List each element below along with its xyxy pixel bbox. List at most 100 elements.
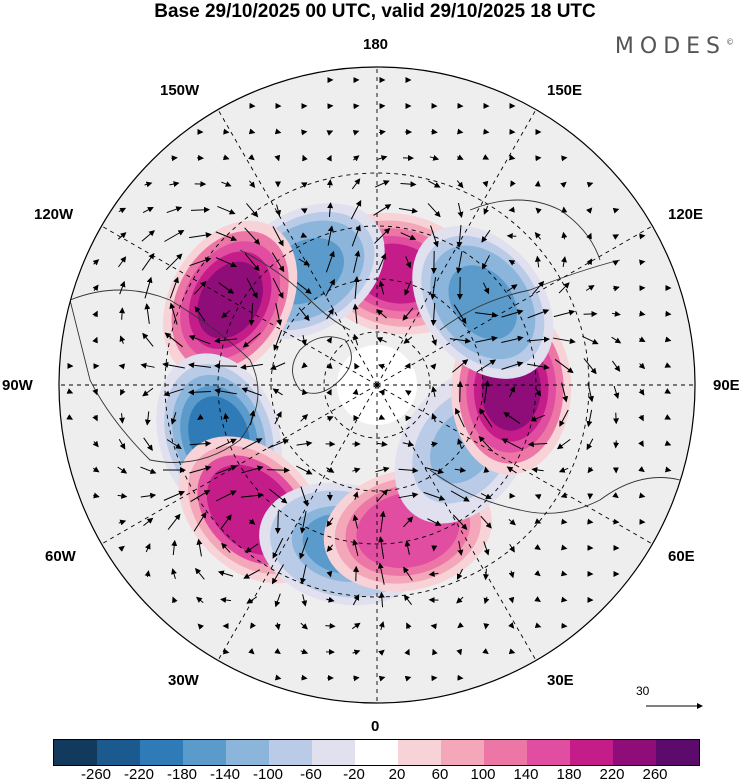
wind-vector bbox=[480, 492, 492, 500]
wind-vector bbox=[534, 387, 542, 397]
wind-vector bbox=[217, 570, 234, 577]
wind-vector bbox=[351, 178, 361, 190]
wind-vector bbox=[561, 518, 568, 525]
wind-vector bbox=[457, 622, 464, 629]
lon-label-30w: 30W bbox=[168, 672, 199, 689]
wind-vector bbox=[354, 362, 360, 370]
wind-vector bbox=[430, 277, 437, 300]
wind-vector bbox=[188, 362, 211, 369]
wind-vector bbox=[245, 543, 259, 553]
wind-vector bbox=[301, 388, 308, 396]
wind-vector bbox=[480, 515, 492, 529]
wind-vector bbox=[117, 466, 128, 474]
wind-vector bbox=[455, 407, 465, 428]
meridian-line bbox=[101, 225, 378, 386]
coastlines bbox=[69, 199, 681, 514]
colorbar-tick-label: -220 bbox=[123, 766, 155, 783]
wind-vector bbox=[197, 623, 204, 630]
wind-vector bbox=[430, 225, 439, 248]
wind-vector bbox=[92, 388, 98, 396]
wind-vector bbox=[587, 382, 594, 403]
wind-vector bbox=[171, 539, 178, 556]
wind-vector bbox=[223, 128, 230, 135]
colorbar-swatch bbox=[441, 740, 484, 765]
wind-vector bbox=[274, 510, 281, 534]
wind-vector bbox=[558, 282, 570, 294]
wind-vector bbox=[301, 674, 308, 681]
colorbar-tick-label: 60 bbox=[431, 766, 449, 783]
wind-vector bbox=[503, 411, 521, 424]
wind-vector bbox=[214, 337, 237, 344]
meridian-line bbox=[376, 225, 653, 386]
lon-label-120w: 120W bbox=[34, 206, 74, 223]
wind-vector bbox=[169, 181, 180, 188]
wind-vector bbox=[561, 256, 567, 267]
colorbar-tick-label: 140 bbox=[513, 766, 539, 783]
wind-vector bbox=[274, 593, 281, 608]
wind-vector bbox=[560, 181, 567, 188]
wind-vector bbox=[378, 536, 385, 559]
wind-vector bbox=[301, 594, 308, 607]
wind-vector bbox=[531, 466, 544, 473]
wind-vector bbox=[140, 466, 157, 474]
lon-label-180: 180 bbox=[363, 36, 389, 53]
wind-vector bbox=[189, 232, 212, 239]
lon-label-60w: 60W bbox=[45, 548, 76, 565]
wind-vector bbox=[249, 410, 256, 426]
wind-vector bbox=[664, 440, 672, 446]
wind-vector bbox=[478, 435, 494, 452]
wind-vector bbox=[454, 467, 467, 473]
lon-label-150w: 150W bbox=[160, 82, 200, 99]
wind-vector bbox=[275, 204, 282, 217]
wind-vector bbox=[352, 129, 360, 136]
modes-logo: MODES© bbox=[615, 34, 734, 59]
wind-vector bbox=[190, 489, 211, 502]
wind-vector bbox=[378, 621, 385, 631]
wind-vector bbox=[455, 251, 463, 274]
wind-vector bbox=[117, 492, 128, 499]
wind-vector bbox=[66, 414, 74, 420]
wind-vector bbox=[403, 594, 413, 606]
wind-vector bbox=[664, 388, 672, 394]
wind-vector bbox=[534, 231, 541, 240]
wind-vector bbox=[144, 276, 153, 299]
wind-vector bbox=[299, 511, 307, 534]
wind-vector bbox=[118, 438, 126, 450]
wind-vector bbox=[170, 412, 177, 425]
colorbar-swatch bbox=[656, 740, 699, 765]
colorbar-tick-label: -180 bbox=[166, 766, 198, 783]
wind-vector bbox=[639, 233, 646, 240]
colorbar-swatch bbox=[398, 740, 441, 765]
wind-vector bbox=[534, 255, 541, 268]
wind-vector bbox=[530, 414, 545, 422]
wind-vector bbox=[534, 570, 541, 577]
wind-vector bbox=[215, 231, 238, 242]
wind-vector bbox=[274, 648, 281, 654]
wind-vectors bbox=[66, 77, 672, 682]
wind-vector bbox=[300, 648, 309, 655]
wind-vector bbox=[119, 307, 126, 320]
wind-vector bbox=[300, 232, 308, 238]
wind-vector bbox=[501, 309, 524, 318]
wind-vector bbox=[378, 675, 386, 682]
wind-vector bbox=[169, 302, 178, 325]
wind-vector bbox=[300, 486, 309, 507]
colorbar-swatch bbox=[355, 740, 398, 765]
wind-vector bbox=[271, 252, 285, 273]
wind-vector bbox=[553, 337, 576, 345]
wind-vector bbox=[534, 622, 542, 629]
colorbar-swatch bbox=[527, 740, 570, 765]
wind-vector bbox=[119, 335, 126, 344]
wind-vector bbox=[583, 358, 597, 375]
wind-vector bbox=[404, 540, 411, 555]
wind-vector bbox=[664, 414, 672, 420]
wind-vector bbox=[638, 362, 646, 370]
colorbar-tick-label: -100 bbox=[252, 766, 284, 783]
wind-vector bbox=[457, 438, 463, 449]
wind-vector bbox=[326, 388, 332, 396]
wind-vector bbox=[612, 310, 621, 317]
wind-vector bbox=[327, 225, 334, 246]
wind-vector bbox=[352, 539, 359, 557]
wind-vector bbox=[373, 204, 392, 216]
wind-vector bbox=[587, 466, 594, 474]
